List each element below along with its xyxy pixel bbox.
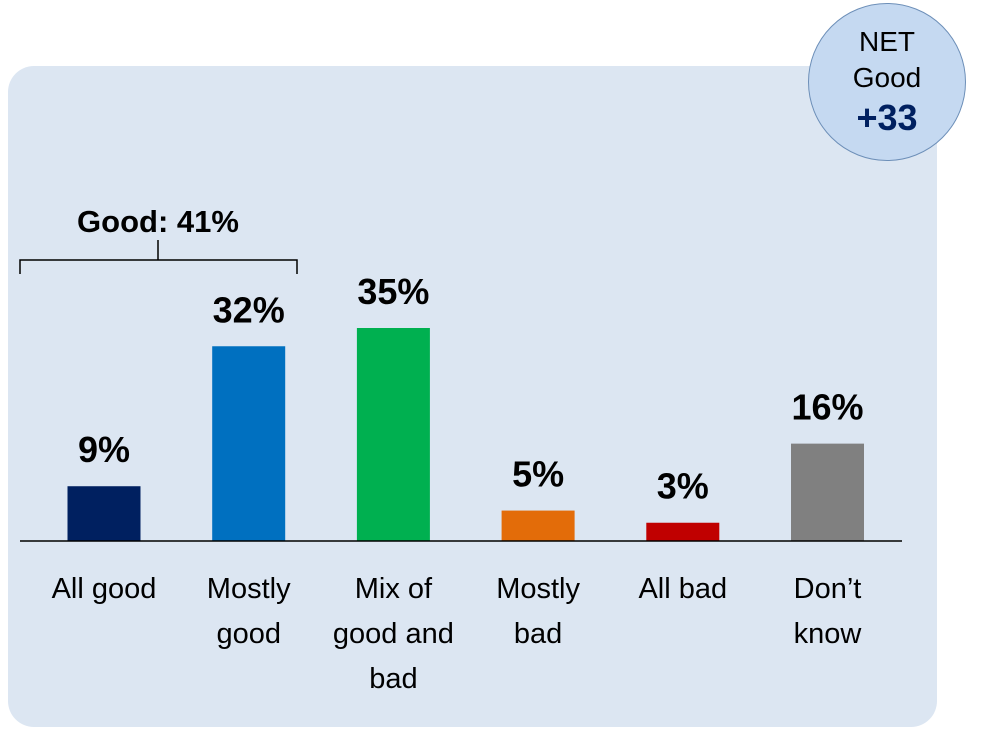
category-label-2-line-2: bad <box>369 663 417 695</box>
category-label-1-line-1: good <box>216 618 281 650</box>
category-label-4: All bad <box>638 573 727 605</box>
category-label-5: Don’t know <box>794 573 863 650</box>
category-label-3: Mostly bad <box>496 573 580 650</box>
category-label-5-line-0: Don’t <box>794 573 862 605</box>
category-label-2-line-1: good and <box>333 618 454 650</box>
value-label-4: 3% <box>657 466 709 507</box>
bar-1 <box>212 346 286 541</box>
value-label-0: 9% <box>78 429 130 470</box>
bar-2 <box>356 328 430 541</box>
net-badge-line2: Good <box>852 62 922 93</box>
net-badge-value: +33 <box>856 97 918 138</box>
net-good-badge: NET Good +33 <box>808 3 966 161</box>
category-label-5-line-1: know <box>794 618 863 650</box>
category-label-0-line-0: All good <box>52 573 157 605</box>
good-bracket: Good: 41% <box>19 204 298 274</box>
chart-panel <box>8 66 937 727</box>
bracket-label: Good: 41% <box>77 204 239 239</box>
bar-0 <box>67 486 141 541</box>
bar-4 <box>646 522 720 541</box>
value-labels: 9% 32% 35% 5% 3% 16% <box>78 271 864 507</box>
category-label-0: All good <box>52 573 157 605</box>
category-label-2-line-0: Mix of <box>355 573 433 605</box>
value-label-2: 35% <box>357 271 429 312</box>
bar-5 <box>791 443 864 541</box>
category-label-3-line-0: Mostly <box>496 573 580 605</box>
category-label-1-line-0: Mostly <box>207 573 291 605</box>
net-badge-line1: NET <box>859 26 915 57</box>
category-label-2: Mix of good and bad <box>333 573 454 695</box>
value-label-1: 32% <box>213 289 285 330</box>
category-label-4-line-0: All bad <box>638 573 727 605</box>
category-label-1: Mostly good <box>207 573 291 650</box>
bracket-line <box>19 240 298 274</box>
bar-3 <box>501 510 575 541</box>
value-label-5: 16% <box>791 387 863 428</box>
category-label-3-line-1: bad <box>514 618 562 650</box>
bars <box>67 328 864 541</box>
value-label-3: 5% <box>512 454 564 495</box>
